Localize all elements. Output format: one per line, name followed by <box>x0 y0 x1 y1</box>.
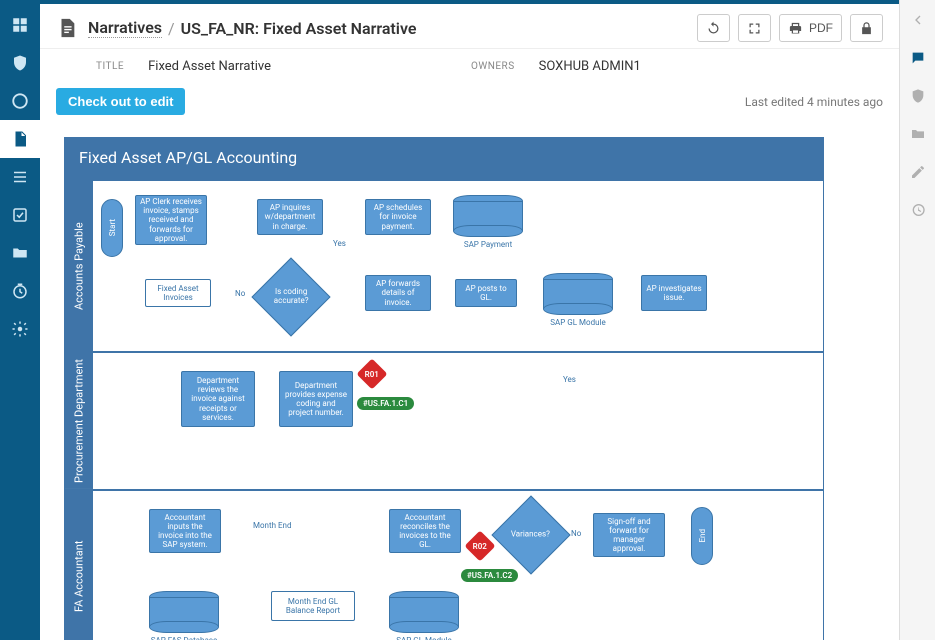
lane-label-ap: Accounts Payable <box>65 181 93 351</box>
nav-clock[interactable] <box>0 272 40 310</box>
nav-folder[interactable] <box>0 234 40 272</box>
breadcrumb-sep: / <box>168 19 175 38</box>
lock-button[interactable] <box>850 14 883 42</box>
node-month-end-report: Month End GL Balance Report <box>271 591 355 621</box>
rail-folder-icon[interactable] <box>908 124 928 144</box>
lane-accounts-payable: Accounts Payable Start AP Clerk receives… <box>65 181 823 351</box>
meta-title: TITLE Fixed Asset Narrative <box>96 59 271 74</box>
lane-body-proc: Department reviews the invoice against r… <box>93 353 823 453</box>
header: Narratives / US_FA_NR: Fixed Asset Narra… <box>40 4 899 49</box>
node-ap-investigates: AP investigates issue. <box>641 275 707 311</box>
node-accountant-inputs: Accountant inputs the invoice into the S… <box>149 509 221 553</box>
node-dept-provides: Department provides expense coding and p… <box>279 371 353 427</box>
main: Narratives / US_FA_NR: Fixed Asset Narra… <box>40 0 899 640</box>
meta-owners: OWNERS SOXHUB ADMIN1 <box>471 59 641 74</box>
node-signoff: Sign-off and forward for manager approva… <box>593 513 665 557</box>
node-ap-schedules: AP schedules for invoice payment. <box>365 199 431 235</box>
rail-comment-icon[interactable] <box>908 48 928 68</box>
node-start: Start <box>101 199 123 257</box>
header-tools: PDF <box>697 14 883 42</box>
badge-c2: #US.FA.1.C2 <box>461 569 518 582</box>
lane-body-fa: Accountant inputs the invoice into the S… <box>93 491 823 640</box>
edge-yes-1: Yes <box>333 239 346 248</box>
lane-procurement: Procurement Department Department review… <box>65 351 823 489</box>
node-coding-accurate: Is coding accurate? <box>251 257 330 336</box>
breadcrumb-section[interactable]: Narratives <box>88 18 162 38</box>
nav-settings[interactable] <box>0 310 40 348</box>
nav-shield[interactable] <box>0 44 40 82</box>
pdf-button[interactable]: PDF <box>779 14 842 42</box>
node-sap-gl: SAP GL Module <box>543 273 613 315</box>
badge-c1: #US.FA.1.C1 <box>357 397 414 410</box>
flowchart-diagram: Fixed Asset AP/GL Accounting Accounts Pa… <box>64 137 824 640</box>
meta-row: TITLE Fixed Asset Narrative OWNERS SOXHU… <box>40 49 899 82</box>
node-ap-forwards: AP forwards details of invoice. <box>365 275 431 311</box>
nav-progress[interactable] <box>0 82 40 120</box>
diagram-title: Fixed Asset AP/GL Accounting <box>65 138 823 181</box>
left-nav <box>0 0 40 640</box>
node-sap-fas-db: SAP FAS Database <box>149 591 219 633</box>
lanes: Accounts Payable Start AP Clerk receives… <box>65 181 823 640</box>
last-edited: Last edited 4 minutes ago <box>745 95 883 109</box>
edge-no-2: No <box>571 529 581 538</box>
node-variances: Variances? <box>491 495 570 574</box>
checkout-button[interactable]: Check out to edit <box>56 88 185 115</box>
node-sap-payment: SAP Payment <box>453 195 523 237</box>
nav-checkbox[interactable] <box>0 196 40 234</box>
rail-pencil-icon[interactable] <box>908 162 928 182</box>
node-end: End <box>691 507 713 565</box>
action-bar: Check out to edit Last edited 4 minutes … <box>40 82 899 121</box>
rail-shield-icon[interactable] <box>908 86 928 106</box>
nav-dashboard[interactable] <box>0 6 40 44</box>
refresh-button[interactable] <box>697 14 730 42</box>
edge-yes-2: Yes <box>563 375 576 384</box>
node-ap-inquires: AP inquires w/department in charge. <box>257 199 323 235</box>
node-dept-reviews: Department reviews the invoice against r… <box>181 371 255 427</box>
lane-label-proc: Procurement Department <box>65 353 93 489</box>
lane-body-ap: Start AP Clerk receives invoice, stamps … <box>93 181 823 351</box>
node-fixed-asset-invoices: Fixed Asset Invoices <box>145 279 211 307</box>
node-ap-posts: AP posts to GL. <box>455 279 517 307</box>
breadcrumb: Narratives / US_FA_NR: Fixed Asset Narra… <box>88 18 416 38</box>
node-ap-clerk: AP Clerk receives invoice, stamps receiv… <box>135 195 207 245</box>
meta-title-value: Fixed Asset Narrative <box>148 59 271 74</box>
node-accountant-reconciles: Accountant reconciles the invoices to th… <box>389 509 461 553</box>
canvas[interactable]: Fixed Asset AP/GL Accounting Accounts Pa… <box>40 121 899 640</box>
pdf-label: PDF <box>809 21 833 35</box>
meta-owners-label: OWNERS <box>471 61 515 72</box>
right-rail <box>899 0 935 640</box>
rail-chevron-icon[interactable] <box>908 10 928 30</box>
edge-no-1: No <box>235 289 245 298</box>
nav-list[interactable] <box>0 158 40 196</box>
lane-fa-accountant: FA Accountant Accountant inputs the invo… <box>65 489 823 640</box>
nav-document[interactable] <box>0 120 40 158</box>
meta-title-label: TITLE <box>96 61 124 72</box>
fullscreen-button[interactable] <box>738 14 771 42</box>
lane-label-fa: FA Accountant <box>65 491 93 640</box>
badge-r01: R01 <box>356 358 387 389</box>
node-month-end: Month End <box>253 521 291 530</box>
document-icon <box>56 17 78 39</box>
app-root: Narratives / US_FA_NR: Fixed Asset Narra… <box>0 0 935 640</box>
rail-history-icon[interactable] <box>908 200 928 220</box>
breadcrumb-title: US_FA_NR: Fixed Asset Narrative <box>181 19 417 38</box>
meta-owners-value: SOXHUB ADMIN1 <box>539 59 641 74</box>
node-sap-gl2: SAP GL Module <box>389 591 459 633</box>
